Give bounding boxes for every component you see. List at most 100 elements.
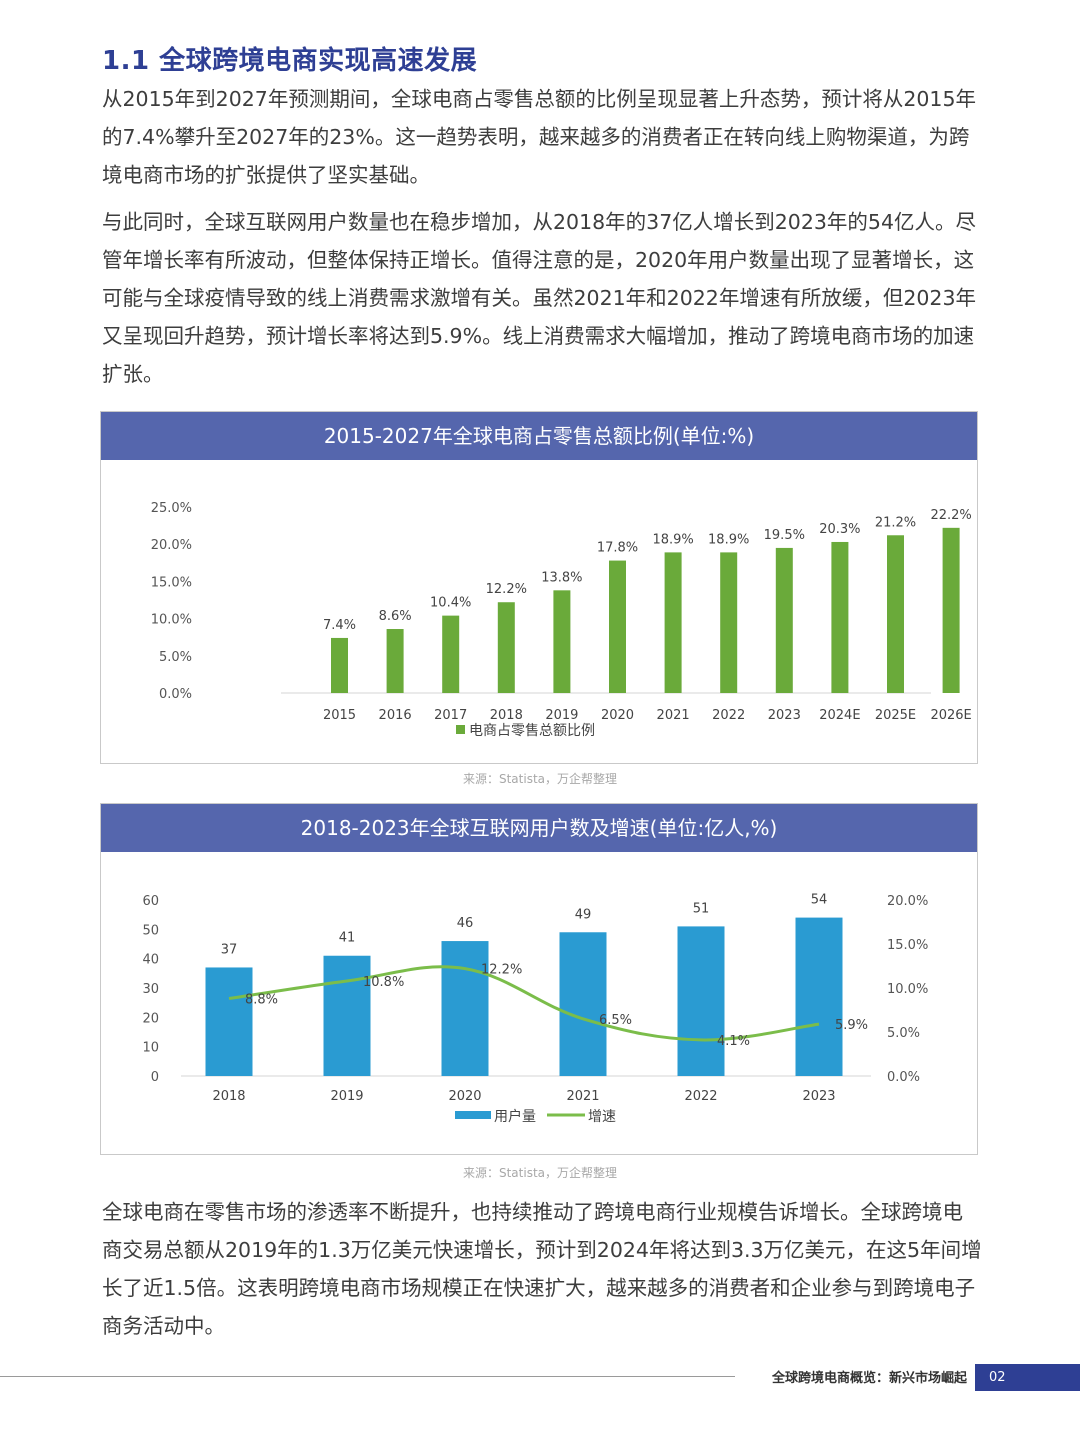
y-tick-label: 25.0% xyxy=(151,501,192,516)
legend-swatch-bar xyxy=(455,1111,491,1119)
x-tick-label: 2021 xyxy=(566,1089,599,1104)
bar xyxy=(677,926,725,1076)
line-data-label: 4.1% xyxy=(717,1034,750,1049)
x-tick-label: 2023 xyxy=(802,1089,835,1104)
line-data-label: 12.2% xyxy=(481,963,522,978)
right-y-tick-label: 0.0% xyxy=(887,1070,920,1085)
data-label: 17.8% xyxy=(597,541,638,556)
chart-source-note: 来源：Statista，万企帮整理 xyxy=(462,772,618,786)
right-y-tick-label: 10.0% xyxy=(887,982,928,997)
bar xyxy=(609,560,626,693)
x-tick-label: 2018 xyxy=(212,1089,245,1104)
bar xyxy=(887,535,904,693)
legend-label: 电商占零售总额比例 xyxy=(469,723,595,739)
x-tick-label: 2019 xyxy=(330,1089,363,1104)
data-label: 8.6% xyxy=(379,609,412,624)
data-label: 18.9% xyxy=(708,532,749,547)
bar xyxy=(323,955,371,1076)
data-label: 22.2% xyxy=(930,508,971,523)
data-label: 37 xyxy=(221,942,238,957)
data-label: 20.3% xyxy=(819,522,860,537)
y-tick-label: 0.0% xyxy=(159,687,192,702)
right-y-tick-label: 15.0% xyxy=(887,938,928,953)
left-y-tick-label: 10 xyxy=(142,1041,159,1056)
data-label: 18.9% xyxy=(652,532,693,547)
y-tick-label: 10.0% xyxy=(151,613,192,628)
line-data-label: 5.9% xyxy=(835,1018,868,1033)
bar xyxy=(720,552,738,693)
data-label: 12.2% xyxy=(486,582,527,597)
left-y-tick-label: 30 xyxy=(142,982,159,997)
x-tick-label: 2017 xyxy=(434,708,467,723)
x-tick-label: 2015 xyxy=(323,708,356,723)
data-label: 54 xyxy=(811,893,828,908)
internet-users-chart: 2018-2023年全球互联网用户数及增速(单位:亿人,%) 0 10 20 30 40… xyxy=(100,803,978,1155)
x-tick-label: 2020 xyxy=(601,708,634,723)
data-label: 21.2% xyxy=(875,515,916,530)
paragraph-ecommerce-share: 从2015年到2027年预测期间，全球电商占零售总额的比例呈现显著上升态势，预计… xyxy=(102,87,977,187)
ecommerce-share-chart: 2015-2027年全球电商占零售总额比例(单位:%) 0.0% 5.0% 10.0… xyxy=(100,411,978,764)
bar xyxy=(775,547,793,693)
y-tick-label: 5.0% xyxy=(159,650,192,665)
left-y-tick-label: 0 xyxy=(151,1070,159,1085)
right-y-tick-label: 5.0% xyxy=(887,1026,920,1041)
left-y-tick-label: 40 xyxy=(142,953,159,968)
x-tick-label: 2024E xyxy=(819,708,860,723)
data-label: 46 xyxy=(457,916,474,931)
paragraph-internet-users: 与此同时，全球互联网用户数量也在稳步增加，从2018年的37亿人增长到2023年… xyxy=(102,210,977,386)
left-y-tick-label: 60 xyxy=(142,894,159,909)
legend-label: 用户量 xyxy=(494,1108,536,1125)
bar xyxy=(442,615,460,693)
page-number: 02 xyxy=(975,1364,1080,1391)
left-y-tick-label: 20 xyxy=(142,1011,159,1026)
y-tick-label: 20.0% xyxy=(151,538,192,553)
data-label: 51 xyxy=(693,901,710,916)
footer-title: 全球跨境电商概览：新兴市场崛起 xyxy=(771,1371,967,1386)
bar xyxy=(441,941,489,1076)
x-tick-label: 2023 xyxy=(768,708,801,723)
y-tick-label: 15.0% xyxy=(151,575,192,590)
bar xyxy=(559,932,607,1076)
right-y-tick-label: 20.0% xyxy=(887,894,928,909)
bar xyxy=(497,602,515,693)
data-label: 49 xyxy=(575,907,592,922)
ecommerce-share-chart-svg: 0.0% 5.0% 10.0% 15.0% 20.0% 25.0% 7.4% 2015 8.6%… xyxy=(151,501,972,739)
bar xyxy=(942,527,960,693)
bar xyxy=(664,552,682,693)
x-tick-label: 2022 xyxy=(684,1089,717,1104)
line-data-label: 10.8% xyxy=(363,975,404,990)
x-tick-label: 2021 xyxy=(657,708,690,723)
bar xyxy=(331,637,348,693)
growth-line xyxy=(228,965,820,1042)
data-label: 13.8% xyxy=(541,570,582,585)
x-tick-label: 2022 xyxy=(712,708,745,723)
x-tick-label: 2020 xyxy=(448,1089,481,1104)
data-label: 10.4% xyxy=(430,596,471,611)
internet-users-chart-svg: 0 10 20 30 40 50 60 0.0% 5.0% 10.0% 15.0% 20.0% 37 20… xyxy=(142,893,928,1125)
section-heading: 1.1 全球跨境电商实现高速发展 xyxy=(102,46,478,76)
left-y-tick-label: 50 xyxy=(142,923,159,938)
x-tick-label: 2025E xyxy=(875,708,916,723)
bar xyxy=(795,917,843,1076)
paragraph-crossborder-volume: 全球电商在零售市场的渗透率不断提升，也持续推动了跨境电商行业规模告诉增长。全球跨… xyxy=(102,1200,982,1338)
data-label: 19.5% xyxy=(764,528,805,543)
legend-swatch xyxy=(456,725,465,734)
footer-divider xyxy=(0,1376,735,1377)
bar xyxy=(831,541,849,693)
x-tick-label: 2016 xyxy=(379,708,412,723)
x-tick-label: 2019 xyxy=(545,708,578,723)
data-label: 41 xyxy=(339,931,356,946)
bar xyxy=(553,590,571,693)
bar xyxy=(386,629,404,693)
line-data-label: 8.8% xyxy=(245,993,278,1008)
chart-title: 2015-2027年全球电商占零售总额比例(单位:%) xyxy=(101,412,977,460)
chart-source-note: 来源：Statista，万企帮整理 xyxy=(462,1166,618,1180)
x-tick-label: 2018 xyxy=(490,708,523,723)
bar xyxy=(205,967,253,1076)
x-tick-label: 2026E xyxy=(930,708,971,723)
data-label: 7.4% xyxy=(323,618,356,633)
chart-title: 2018-2023年全球互联网用户数及增速(单位:亿人,%) xyxy=(101,804,977,852)
line-data-label: 6.5% xyxy=(599,1013,632,1028)
legend-label: 增速 xyxy=(588,1109,616,1125)
